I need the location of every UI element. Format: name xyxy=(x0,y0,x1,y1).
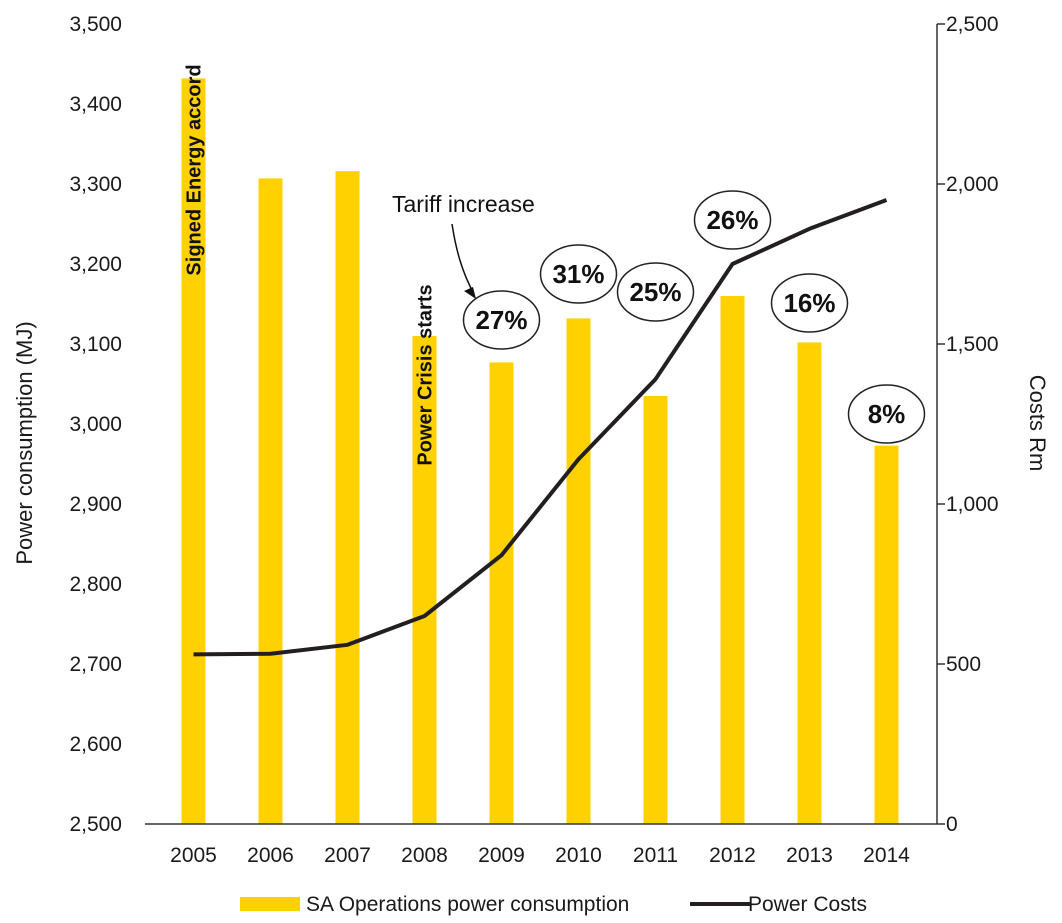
bar-2010 xyxy=(566,318,591,824)
y2-tick-label: 2,000 xyxy=(946,173,999,196)
event-label-2008: Power Crisis starts xyxy=(415,284,437,465)
bar-2011 xyxy=(643,396,668,824)
tariff-increase-label: Tariff increase xyxy=(392,191,535,217)
bar-2014 xyxy=(874,445,899,824)
x-tick-label: 2007 xyxy=(324,844,371,867)
x-tick-label: 2011 xyxy=(633,844,678,867)
y2-axis-title: Costs Rm xyxy=(1025,375,1050,472)
tariff-percent-2013: 16% xyxy=(783,288,835,318)
series-line-power-costs xyxy=(193,198,888,657)
legend-swatch-consumption xyxy=(240,897,300,911)
tariff-percent-2010: 31% xyxy=(552,259,604,289)
tariff-percent-2009: 27% xyxy=(475,305,527,335)
legend-label-costs: Power Costs xyxy=(748,893,867,916)
y2-tick-label: 1,500 xyxy=(946,333,999,356)
y-tick-label: 2,800 xyxy=(69,573,122,596)
bar-series xyxy=(181,78,899,824)
tariff-badge-2010 xyxy=(539,244,618,304)
y-axis-title: Power consumption (MJ) xyxy=(12,321,37,564)
x-tick-label: 2006 xyxy=(247,844,294,867)
y2-tick-label: 500 xyxy=(946,653,981,676)
tariff-badge-2014 xyxy=(847,384,926,444)
tariff-percent-2011: 25% xyxy=(629,277,681,307)
x-tick-label: 2013 xyxy=(786,844,833,867)
tariff-badge-2013 xyxy=(770,273,849,333)
bar-2008 xyxy=(412,336,437,824)
bar-2009 xyxy=(489,362,514,824)
bar-2006 xyxy=(258,178,283,824)
tariff-arrowhead xyxy=(464,287,476,299)
x-tick-label: 2010 xyxy=(555,844,602,867)
y-tick-label: 3,500 xyxy=(69,13,122,36)
tariff-percent-2012: 26% xyxy=(706,205,758,235)
y-tick-label: 3,300 xyxy=(69,173,122,196)
y2-tick-label: 0 xyxy=(946,813,958,836)
y-tick-label: 2,500 xyxy=(69,813,122,836)
tariff-badge-2009 xyxy=(462,290,541,350)
y-tick-label: 3,100 xyxy=(69,333,122,356)
y-tick-label: 2,700 xyxy=(69,653,122,676)
y-tick-label: 2,900 xyxy=(69,493,122,516)
event-label-2005: Signed Energy accord xyxy=(184,64,206,275)
tariff-badge-2012 xyxy=(693,190,772,250)
x-tick-label: 2009 xyxy=(478,844,525,867)
y-tick-label: 3,400 xyxy=(69,93,122,116)
tariff-arrow xyxy=(451,223,475,295)
x-tick-label: 2012 xyxy=(709,844,756,867)
axes xyxy=(145,23,945,825)
x-tick-label: 2014 xyxy=(863,844,910,867)
x-tick-label: 2005 xyxy=(170,844,217,867)
y2-tick-label: 1,000 xyxy=(946,493,999,516)
legend: SA Operations power consumption Power Co… xyxy=(240,893,867,916)
x-tick-label: 2008 xyxy=(401,844,448,867)
y-tick-label: 3,000 xyxy=(69,413,122,436)
tariff-percent-2014: 8% xyxy=(868,399,906,429)
bar-2013 xyxy=(797,342,822,824)
bar-2007 xyxy=(335,171,360,824)
y2-tick-label: 2,500 xyxy=(946,13,999,36)
bar-2005 xyxy=(181,78,206,824)
tick-labels: 2,500 2,600 2,700 2,800 2,900 3,000 3,100 3,200… xyxy=(69,13,998,867)
tariff-badge-2011 xyxy=(616,262,695,322)
y-tick-label: 2,600 xyxy=(69,733,122,756)
annotations: Signed Energy accord Power Crisis starts T… xyxy=(184,64,926,466)
legend-label-consumption: SA Operations power consumption xyxy=(306,893,629,916)
bar-2012 xyxy=(720,296,745,824)
y-tick-label: 3,200 xyxy=(69,253,122,276)
